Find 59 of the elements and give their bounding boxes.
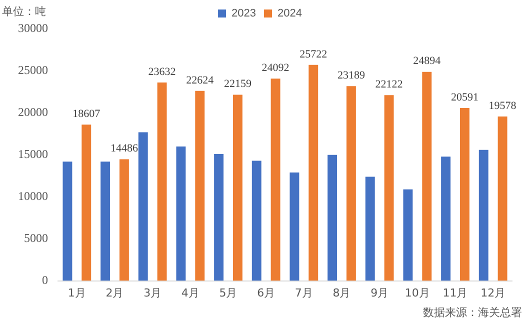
data-label: 20591	[450, 91, 478, 104]
bar	[328, 154, 338, 281]
bar	[270, 78, 280, 281]
y-tick-label: 10000	[18, 189, 48, 204]
bar	[384, 95, 394, 281]
y-tick-label: 25000	[18, 63, 48, 78]
x-tick-label: 8月	[332, 286, 351, 300]
bar	[290, 172, 300, 281]
x-tick-label: 2月	[106, 286, 124, 300]
bar	[441, 156, 451, 281]
bar	[308, 64, 318, 281]
bar	[422, 72, 432, 281]
y-axis-title: 单位：吨	[2, 4, 46, 19]
bar	[498, 116, 508, 281]
bar	[82, 124, 92, 281]
data-label: 14486	[110, 142, 138, 155]
x-tick-label: 9月	[370, 286, 389, 300]
bar	[346, 86, 356, 281]
bar	[195, 90, 205, 281]
bar	[365, 176, 375, 281]
y-tick-label: 0	[42, 272, 48, 287]
bar	[252, 160, 262, 281]
data-label: 22159	[224, 78, 252, 90]
x-tick-label: 5月	[219, 286, 238, 300]
data-label: 23189	[337, 70, 366, 82]
data-label: 25722	[300, 48, 328, 60]
data-label: 19578	[488, 100, 517, 112]
bar	[62, 162, 72, 281]
x-tick-label: 4月	[181, 286, 200, 300]
source-note: 数据来源：海关总署	[423, 305, 522, 320]
bar	[232, 94, 242, 281]
data-label: 24092	[262, 62, 290, 74]
data-label: 22122	[375, 78, 403, 91]
data-label: 24894	[413, 55, 442, 68]
legend-label: 2023	[232, 8, 256, 20]
bar	[138, 132, 148, 281]
bar	[119, 159, 129, 281]
data-label: 18607	[72, 108, 101, 120]
y-tick-label: 30000	[18, 21, 48, 36]
x-tick-label: 11月	[442, 286, 468, 300]
x-tick-label: 1月	[68, 286, 86, 300]
data-label: 23632	[148, 66, 176, 78]
x-tick-label: 12月	[480, 286, 506, 300]
x-tick-label: 7月	[294, 286, 313, 300]
data-label: 22624	[186, 74, 214, 86]
bar	[460, 108, 470, 281]
y-tick-label: 20000	[18, 105, 48, 120]
bar	[478, 150, 488, 281]
legend-label: 2024	[278, 8, 302, 20]
bar	[214, 154, 224, 281]
x-tick-label: 3月	[144, 286, 162, 300]
y-tick-label: 15000	[18, 147, 48, 162]
x-tick-label: 6月	[257, 286, 276, 300]
x-tick-label: 10月	[404, 286, 430, 300]
bar	[100, 162, 110, 281]
y-tick-label: 5000	[24, 230, 48, 245]
bar	[176, 146, 186, 281]
bar	[157, 82, 167, 281]
bar	[403, 189, 413, 281]
